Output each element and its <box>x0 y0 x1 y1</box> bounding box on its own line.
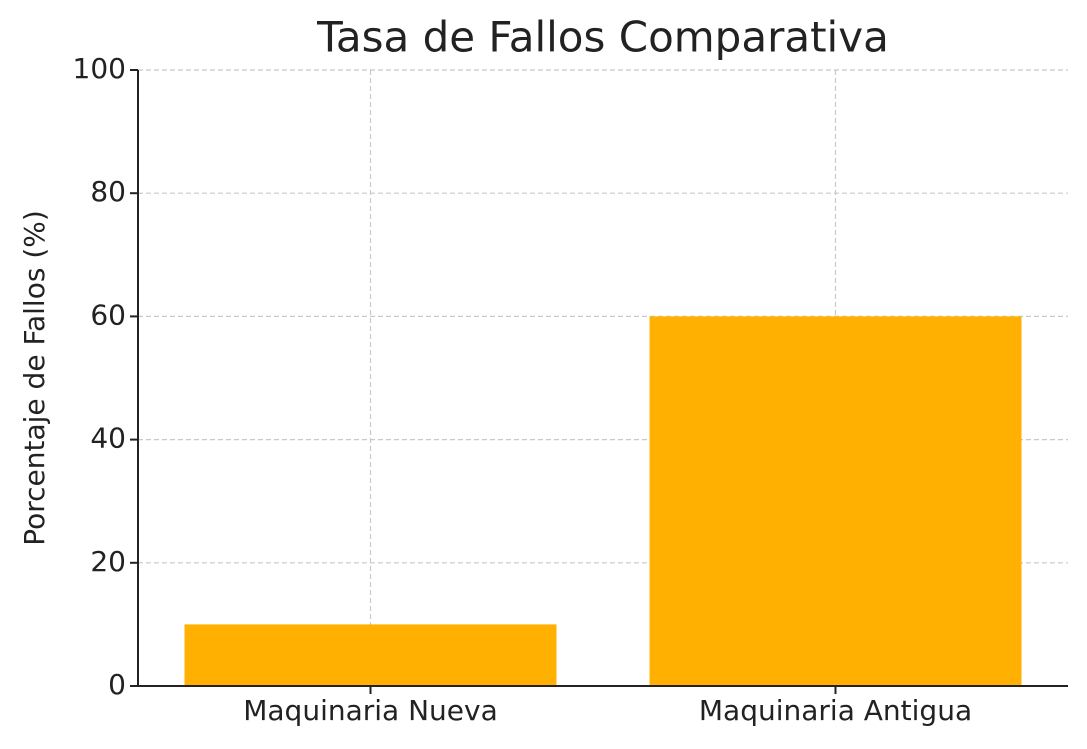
y-tick-label: 80 <box>90 175 126 208</box>
bar <box>184 624 557 686</box>
y-tick-label: 40 <box>90 422 126 455</box>
chart-title: Tasa de Fallos Comparativa <box>316 13 889 62</box>
y-tick-label: 100 <box>73 52 126 85</box>
y-axis-label: Porcentaje de Fallos (%) <box>18 210 51 546</box>
y-tick-label: 20 <box>90 545 126 578</box>
x-tick-label: Maquinaria Antigua <box>699 694 972 727</box>
y-tick-label: 0 <box>108 668 126 701</box>
x-tick-label: Maquinaria Nueva <box>243 694 498 727</box>
bar <box>649 316 1022 686</box>
y-tick-label: 60 <box>90 298 126 331</box>
